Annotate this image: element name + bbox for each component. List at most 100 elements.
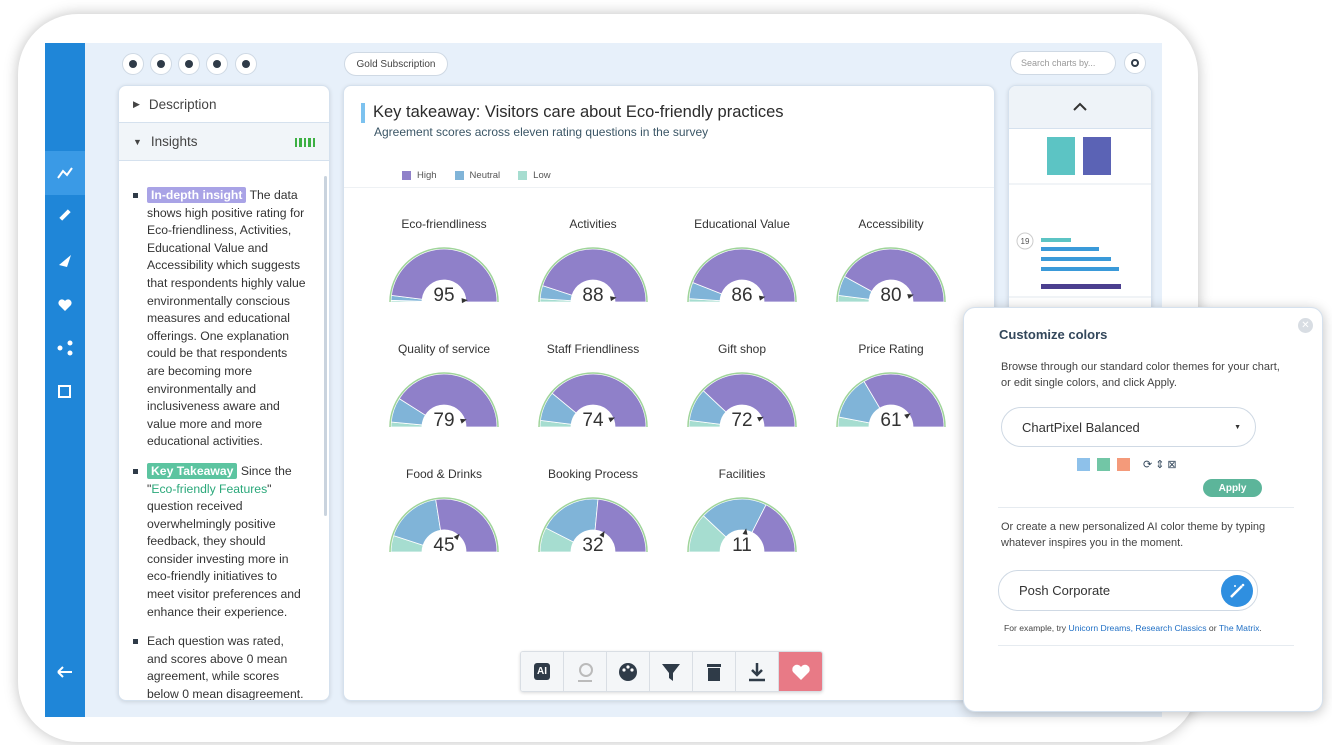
gauge-center: [571, 280, 615, 302]
example-prefix: For example, try: [1004, 623, 1067, 633]
legend-item: High: [402, 170, 437, 181]
example-link[interactable]: The Matrix: [1218, 623, 1260, 633]
example-link[interactable]: Research Classics: [1135, 623, 1207, 633]
gauge-label: Accessibility: [858, 217, 923, 231]
legend-label: Neutral: [469, 170, 501, 181]
example-conjunction: or: [1208, 623, 1217, 633]
icon-share[interactable]: [57, 340, 73, 356]
gauge-value: 74: [582, 410, 604, 431]
gauge-label: Staff Friendliness: [547, 342, 640, 356]
icon-heart[interactable]: [58, 299, 72, 311]
insights-body: In-depth insight The data shows high pos…: [119, 161, 321, 700]
icon-edit[interactable]: [58, 385, 71, 398]
icon-chart[interactable]: [57, 167, 73, 179]
search-box[interactable]: Search charts by...: [1010, 51, 1116, 75]
gauge-value: 61: [880, 410, 901, 431]
scroll-up[interactable]: [1009, 86, 1151, 129]
gauge-value: 79: [433, 410, 454, 431]
legend-item: Low: [518, 170, 551, 181]
gauge-label: Eco-friendliness: [401, 217, 486, 231]
gauge-center: [571, 405, 615, 427]
gauge-label: Activities: [569, 217, 616, 231]
gauge-needle: [904, 413, 911, 419]
gauge-rim: [687, 247, 797, 303]
gauge-needle: [758, 295, 766, 301]
icon-rocket[interactable]: [59, 255, 71, 267]
description-label: Description: [148, 96, 217, 112]
swatch-tools: ⟳⇕⊠: [1143, 459, 1180, 471]
mail-button[interactable]: [178, 53, 200, 75]
learn-button[interactable]: [206, 53, 228, 75]
insights-row[interactable]: ▼ Insights: [119, 123, 329, 161]
gauge-value: 72: [731, 410, 752, 431]
theme-prompt-input[interactable]: Posh Corporate: [998, 570, 1258, 611]
filter-button[interactable]: [650, 652, 693, 691]
gauge-value: 45: [433, 535, 454, 556]
legend-swatch: [454, 171, 464, 180]
thumb-bar: [1041, 247, 1099, 251]
gauge-needle: [599, 530, 605, 538]
gauge-label: Booking Process: [548, 467, 638, 481]
legend: High Neutral Low: [402, 170, 551, 181]
subscription-button[interactable]: Gold Subscription: [344, 52, 448, 76]
info-button[interactable]: [150, 53, 172, 75]
thumb-bar: [1041, 267, 1119, 271]
favorite-button[interactable]: [779, 652, 822, 691]
scrollbar[interactable]: [324, 176, 327, 516]
thumb-bar: [1041, 257, 1111, 261]
lock-button[interactable]: [235, 53, 257, 75]
chart-subtitle: Agreement scores across eleven rating qu…: [374, 125, 709, 139]
collapse-arrow: ▼: [133, 136, 142, 147]
gauge-center: [720, 280, 764, 302]
example-end: .: [1259, 623, 1262, 633]
popup-text: Browse through our standard color themes…: [1001, 361, 1280, 389]
icon-wrench[interactable]: [59, 209, 71, 221]
prompt-text: Posh Corporate: [1019, 583, 1111, 598]
insights-panel: ▶ Description ▼ Insights In-depth insight …: [118, 85, 330, 701]
gauge-needle: [461, 298, 468, 304]
thumb-bar: [1041, 284, 1121, 289]
analysis-button[interactable]: [564, 652, 607, 691]
insight-text: Since the ": [147, 463, 292, 496]
example-link[interactable]: Unicorn Dreams,: [1068, 623, 1133, 633]
description-row[interactable]: ▶ Description: [119, 86, 329, 123]
close-button[interactable]: ✕: [1298, 318, 1313, 333]
generate-button[interactable]: [1221, 575, 1253, 607]
divider: [998, 645, 1294, 646]
legend-label: High: [417, 170, 437, 181]
palette-button[interactable]: [607, 652, 650, 691]
apply-button[interactable]: Apply: [1203, 479, 1262, 497]
delete-button[interactable]: [693, 652, 736, 691]
gauge-rim: [389, 372, 499, 428]
insight-level: [294, 138, 315, 147]
swatches: ⟳⇕⊠: [1077, 458, 1180, 471]
gauge-label: Gift shop: [718, 342, 766, 356]
thumb-bar: [1047, 137, 1075, 175]
gauge-center: [720, 405, 764, 427]
gauge-label: Quality of service: [398, 342, 490, 356]
thumb-badge: [1016, 232, 1034, 250]
theme-select[interactable]: ChartPixel Balanced ▼: [1001, 407, 1256, 447]
gauge-rim: [389, 247, 499, 303]
ai-label: AI: [534, 663, 550, 680]
color-swatch: [1077, 458, 1090, 471]
history-button[interactable]: [122, 53, 144, 75]
gauge-rim: [836, 372, 946, 428]
gauge-needle: [608, 417, 616, 423]
legend-swatch: [518, 171, 528, 180]
search-button[interactable]: [1124, 52, 1146, 74]
download-button[interactable]: [736, 652, 779, 691]
analysis-icon: [578, 662, 593, 682]
ai-button[interactable]: AI: [521, 652, 564, 691]
icon-back[interactable]: [57, 666, 72, 678]
insight-link[interactable]: Eco-friendly Features: [151, 481, 268, 496]
filter-icon: [662, 663, 680, 681]
gauge-label: Food & Drinks: [406, 467, 482, 481]
gauge-label: Facilities: [719, 467, 766, 481]
expand-arrow: ▶: [133, 98, 140, 109]
gauge-value: 95: [433, 285, 454, 306]
popup-text-2: Or create a new personalized AI color th…: [1001, 521, 1266, 549]
legend-swatch: [402, 171, 411, 180]
thumb-number: 19: [1021, 237, 1030, 246]
